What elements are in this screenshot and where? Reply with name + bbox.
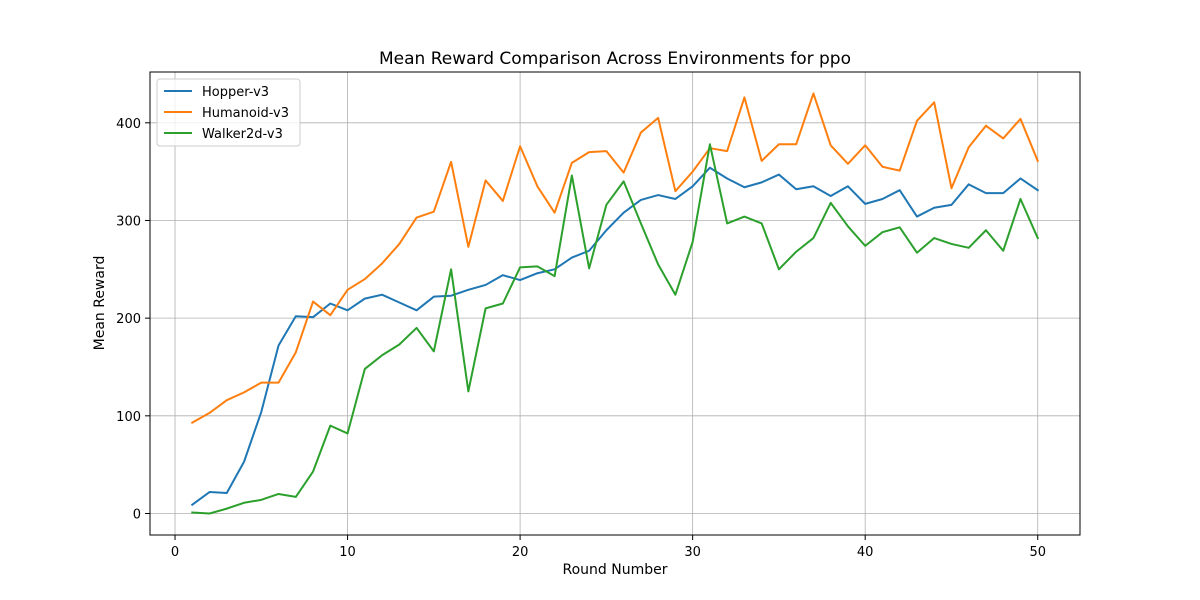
x-tick-label: 50 bbox=[1029, 545, 1046, 560]
y-tick-label: 0 bbox=[133, 508, 141, 523]
plot-frame bbox=[149, 71, 1081, 536]
y-axis-ticks: 0 100 200 300 400 bbox=[116, 117, 150, 523]
x-tick-label: 30 bbox=[684, 545, 701, 560]
series-lines bbox=[190, 92, 1040, 515]
x-tick-label: 20 bbox=[512, 545, 529, 560]
chart-title: Mean Reward Comparison Across Environmen… bbox=[379, 49, 851, 69]
series-line-humanoid-v3 bbox=[190, 92, 1040, 425]
series-line-walker2d-v3 bbox=[191, 143, 1040, 515]
y-tick-label: 100 bbox=[116, 410, 141, 425]
x-axis-ticks: 0 10 20 30 40 50 bbox=[171, 535, 1046, 560]
legend-label-humanoid: Humanoid-v3 bbox=[202, 106, 289, 121]
legend-box bbox=[156, 78, 301, 147]
y-tick-label: 200 bbox=[116, 312, 141, 327]
x-tick-label: 40 bbox=[857, 545, 874, 560]
y-axis-label: Mean Reward bbox=[92, 256, 108, 351]
y-tick-label: 300 bbox=[116, 214, 141, 229]
x-tick-label: 10 bbox=[339, 545, 356, 560]
legend: Hopper-v3 Humanoid-v3 Walker2d-v3 bbox=[156, 78, 301, 147]
legend-label-walker: Walker2d-v3 bbox=[202, 127, 283, 142]
x-axis-label: Round Number bbox=[563, 562, 668, 578]
series-line-hopper-v3 bbox=[190, 166, 1040, 507]
y-tick-label: 400 bbox=[116, 117, 141, 132]
legend-label-hopper: Hopper-v3 bbox=[202, 85, 269, 100]
x-tick-label: 0 bbox=[171, 545, 179, 560]
